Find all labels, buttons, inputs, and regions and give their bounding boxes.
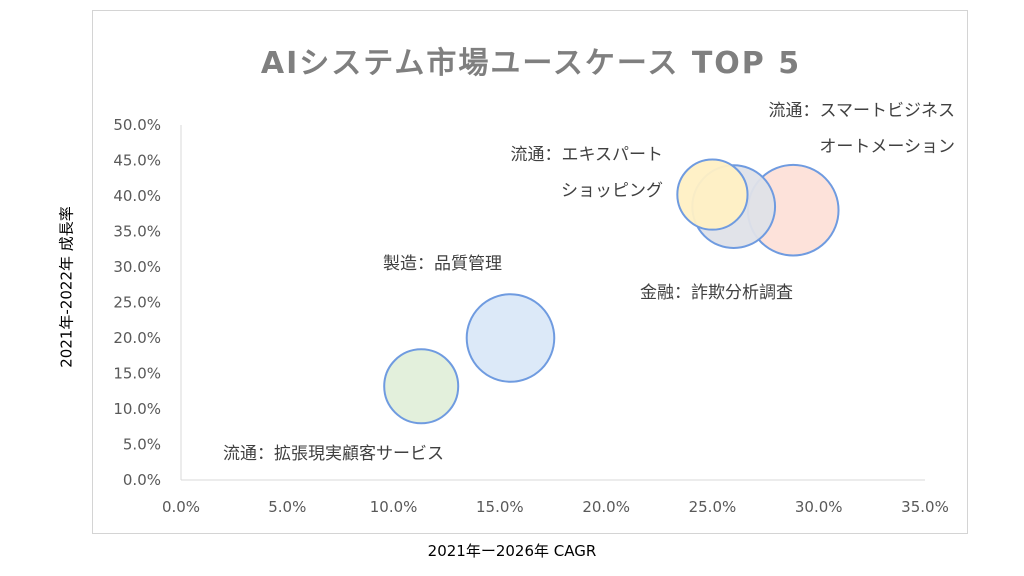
- x-tick-label: 0.0%: [162, 498, 200, 516]
- x-tick-label: 5.0%: [268, 498, 306, 516]
- x-axis-title: 2021年ー2026年 CAGR: [427, 542, 597, 560]
- bubble-label: オートメーション: [819, 137, 955, 157]
- x-tick-labels: 0.0% 5.0% 10.0% 15.0% 20.0% 25.0% 30.0% 35.0%: [162, 498, 949, 516]
- bubble: [676, 158, 749, 231]
- x-tick-label: 15.0%: [476, 498, 524, 516]
- chart-frame: AIシステム市場ユースケース TOP 5 0.0% 5.0% 10.0% 15.0% 2…: [92, 10, 968, 534]
- y-tick-label: 15.0%: [113, 365, 161, 383]
- y-tick-label: 30.0%: [113, 258, 161, 276]
- bubble-label: 流通：エキスパート: [511, 145, 664, 165]
- bubble-label: 金融：詐欺分析調査: [640, 283, 793, 303]
- y-tick-label: 50.0%: [113, 116, 161, 134]
- bubble-chart: AIシステム市場ユースケース TOP 5 0.0% 5.0% 10.0% 15.0% 2…: [113, 46, 955, 516]
- y-tick-label: 40.0%: [113, 187, 161, 205]
- x-tick-label: 10.0%: [370, 498, 418, 516]
- y-tick-label: 45.0%: [113, 152, 161, 170]
- y-axis-title: 2021年-2022年 成長率: [57, 206, 76, 368]
- bubble: [383, 348, 460, 425]
- bubble: [465, 293, 556, 383]
- bubbles: [383, 158, 840, 425]
- y-tick-label: 5.0%: [123, 436, 161, 454]
- x-tick-label: 25.0%: [689, 498, 737, 516]
- y-tick-label: 10.0%: [113, 400, 161, 418]
- bubble-label: 製造：品質管理: [383, 254, 502, 274]
- y-tick-labels: 0.0% 5.0% 10.0% 15.0% 20.0% 25.0% 30.0% 35.0% 40…: [113, 116, 161, 489]
- y-tick-label: 20.0%: [113, 329, 161, 347]
- chart-title: AIシステム市場ユースケース TOP 5: [261, 46, 801, 81]
- bubble-label: 流通：スマートビジネス: [769, 101, 956, 121]
- x-tick-label: 20.0%: [582, 498, 630, 516]
- y-tick-label: 0.0%: [123, 471, 161, 489]
- x-tick-label: 30.0%: [795, 498, 843, 516]
- x-tick-label: 35.0%: [901, 498, 949, 516]
- bubble-label: ショッピング: [561, 181, 663, 201]
- y-tick-label: 35.0%: [113, 223, 161, 241]
- bubble-label: 流通：拡張現実顧客サービス: [223, 444, 444, 464]
- y-tick-label: 25.0%: [113, 294, 161, 312]
